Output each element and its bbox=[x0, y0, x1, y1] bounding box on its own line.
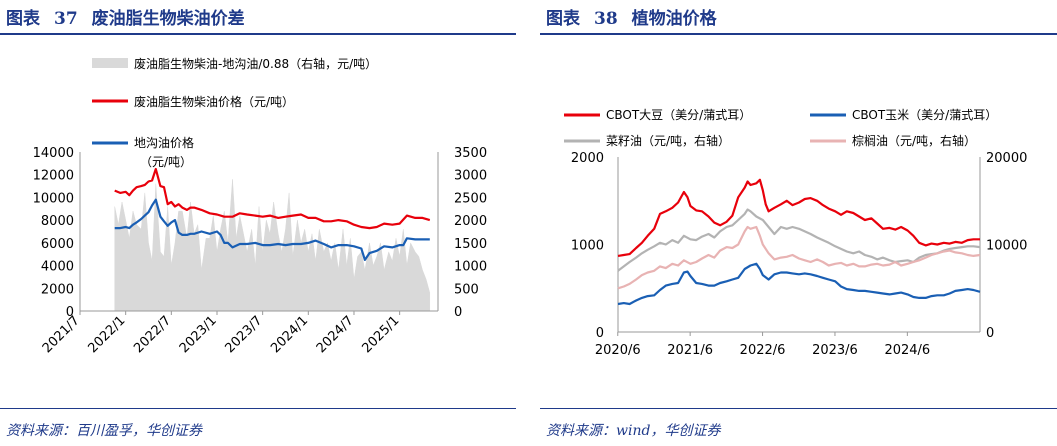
chart-title-38: 图表 38 植物油价格 bbox=[546, 4, 731, 29]
y-right-tick-label: 10000 bbox=[986, 239, 1027, 254]
series-biodiesel-line bbox=[114, 167, 431, 230]
x-tick-label: 2023/6 bbox=[812, 343, 858, 358]
y-right-tick-label: 1500 bbox=[454, 237, 487, 252]
y-right-tick-label: 1000 bbox=[454, 260, 487, 275]
x-tick-label: 2025/1 bbox=[360, 313, 403, 356]
legend-label-spread: 废油脂生物柴油-地沟油/0.88（右轴，元/吨） bbox=[134, 56, 377, 71]
y-right-tick-label: 3500 bbox=[454, 146, 487, 161]
y-left-tick-label: 12000 bbox=[33, 169, 74, 184]
x-tick-label: 2022/1 bbox=[86, 313, 129, 356]
source-note-38: 资料来源：wind，华创证券 bbox=[546, 423, 721, 439]
legend-label-palm-oil: 棕榈油（元/吨，右轴） bbox=[852, 133, 976, 148]
y-left-tick-label: 10000 bbox=[33, 191, 74, 206]
source-rule bbox=[540, 408, 1057, 409]
y-right-tick-label: 3000 bbox=[454, 169, 487, 184]
y-left-tick-label: 14000 bbox=[33, 146, 74, 161]
series-rapeseed-oil-line bbox=[617, 208, 981, 272]
figure-number: 38 bbox=[594, 9, 618, 29]
series-soybean-line bbox=[617, 178, 980, 257]
chart-panel-37: 图表 37 废油脂生物柴油价差 废油脂生物柴油-地沟油/0.88（右轴，元/吨） 废油… bbox=[0, 0, 516, 446]
title-rule bbox=[0, 33, 516, 35]
chart-38-svg: CBOT大豆（美分/蒲式耳） CBOT玉米（美分/蒲式耳） 菜籽油（元/吨，右轴） 棕… bbox=[564, 108, 1027, 358]
x-tick-label: 2024/7 bbox=[314, 313, 357, 356]
figure-number: 37 bbox=[54, 9, 78, 29]
y-left-tick-label: 8000 bbox=[41, 214, 74, 229]
figure-title: 废油脂生物柴油价差 bbox=[91, 9, 245, 29]
y-right-tick-label: 20000 bbox=[986, 151, 1027, 166]
y-right-tick-label: 500 bbox=[454, 282, 479, 297]
x-tick-label: 2022/7 bbox=[131, 313, 174, 356]
y-left-tick-label: 1000 bbox=[571, 239, 604, 254]
x-tick-label: 2023/7 bbox=[223, 313, 266, 356]
x-tick-label: 2021/7 bbox=[40, 313, 83, 356]
x-tick-label: 2020/6 bbox=[595, 343, 641, 358]
x-tick-label: 2022/6 bbox=[740, 343, 786, 358]
x-tick-label: 2023/1 bbox=[177, 313, 220, 356]
chart-title-37: 图表 37 废油脂生物柴油价差 bbox=[6, 4, 259, 29]
chart-panel-38: 图表 38 植物油价格 CBOT大豆（美分/蒲式耳） CBOT玉米（美分/蒲式耳） 菜籽… bbox=[540, 0, 1057, 446]
y-right-tick-label: 2000 bbox=[454, 214, 487, 229]
y-left-tick-label: 2000 bbox=[571, 151, 604, 166]
chart-37-svg: 废油脂生物柴油-地沟油/0.88（右轴，元/吨） 废油脂生物柴油价格（元/吨） 地沟… bbox=[33, 56, 487, 356]
x-tick-label: 2021/6 bbox=[667, 343, 713, 358]
figure-title: 植物油价格 bbox=[631, 9, 717, 29]
legend-label-rapeseed-oil: 菜籽油（元/吨，右轴） bbox=[606, 133, 730, 148]
y-left-tick-label: 0 bbox=[66, 305, 74, 320]
series-corn-line bbox=[617, 262, 981, 306]
legend-label-soybean: CBOT大豆（美分/蒲式耳） bbox=[606, 108, 751, 122]
title-rule bbox=[540, 33, 1057, 35]
source-rule bbox=[0, 408, 516, 409]
y-right-tick-label: 0 bbox=[986, 326, 994, 341]
y-left-tick-label: 2000 bbox=[41, 282, 74, 297]
y-left-tick-label: 4000 bbox=[41, 260, 74, 275]
x-tick-label: 2024/6 bbox=[884, 343, 930, 358]
legend-label-biodiesel: 废油脂生物柴油价格（元/吨） bbox=[134, 94, 294, 109]
series-palm-oil-line bbox=[617, 225, 981, 290]
x-tick-label: 2024/1 bbox=[268, 313, 311, 356]
y-left-tick-label: 0 bbox=[596, 326, 604, 341]
legend-label-uco: 地沟油价格 bbox=[134, 135, 194, 150]
y-right-tick-label: 2500 bbox=[454, 191, 487, 206]
y-left-tick-label: 6000 bbox=[41, 237, 74, 252]
legend-label-uco-unit: （元/吨） bbox=[140, 155, 192, 169]
legend-label-corn: CBOT玉米（美分/蒲式耳） bbox=[852, 108, 997, 122]
figure-label: 图表 bbox=[546, 9, 580, 29]
source-note-37: 资料来源：百川盈孚，华创证券 bbox=[6, 423, 202, 439]
legend-swatch-spread bbox=[92, 58, 128, 68]
y-right-tick-label: 0 bbox=[454, 305, 462, 320]
series-uco-line bbox=[114, 198, 430, 261]
figure-label: 图表 bbox=[6, 9, 40, 29]
